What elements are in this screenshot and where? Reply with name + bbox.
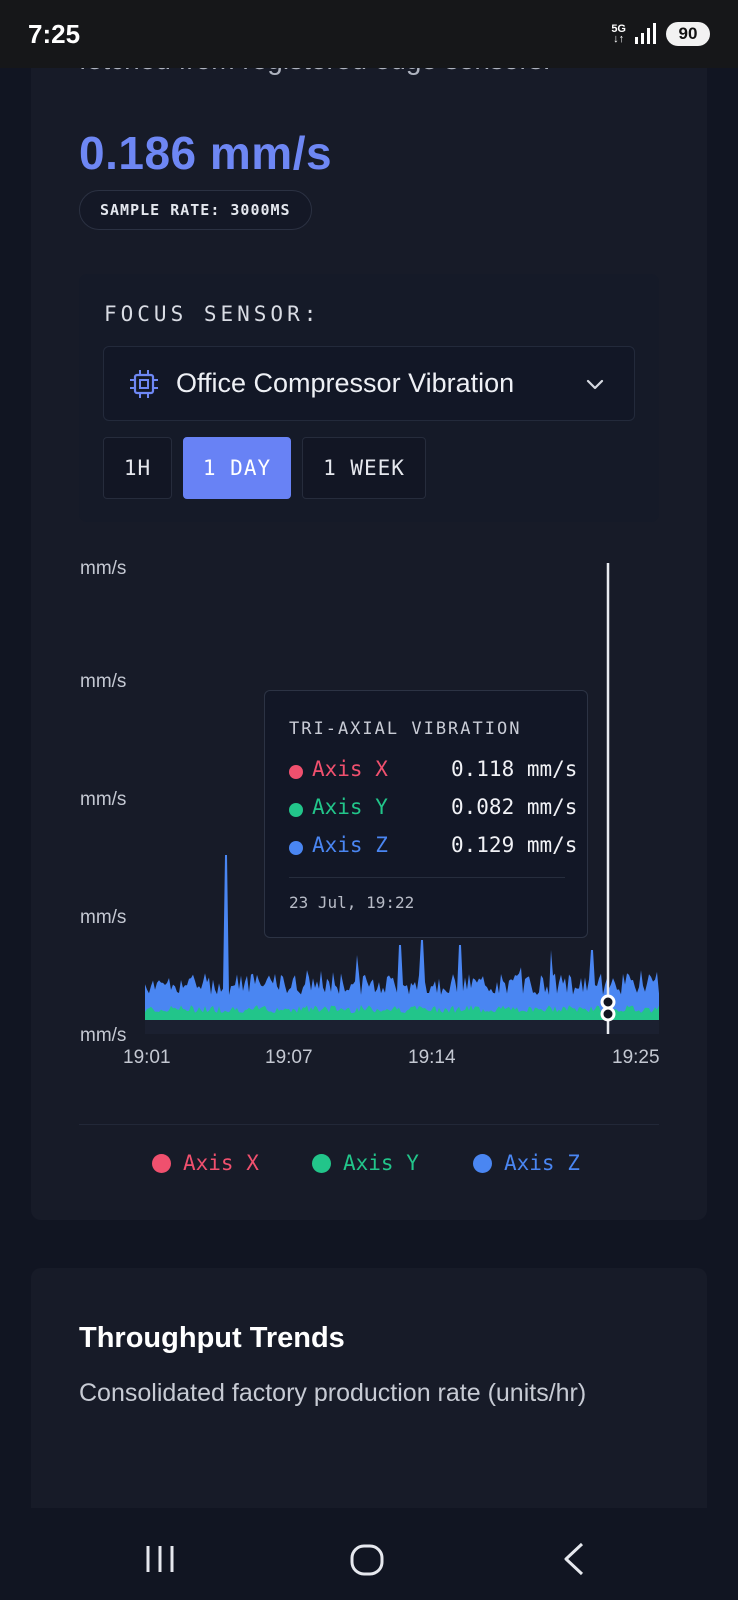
- x-tick-label: 19:01: [123, 1047, 171, 1068]
- y-tick-label: mm/s: [80, 671, 127, 692]
- system-nav-bar: [0, 1508, 738, 1600]
- recent-apps-icon[interactable]: [144, 1544, 176, 1574]
- home-icon[interactable]: [350, 1544, 384, 1576]
- legend-item-axis-z[interactable]: Axis Z: [473, 1148, 580, 1178]
- range-1day-button[interactable]: 1 DAY: [183, 437, 291, 499]
- y-tick-label: mm/s: [80, 558, 127, 579]
- tooltip-row-axis-y: Axis Y 0.082 mm/s: [289, 795, 579, 825]
- tooltip-row-axis-z: Axis Z 0.129 mm/s: [289, 833, 579, 863]
- battery-icon: 90: [666, 22, 710, 46]
- axis-z-dot-icon: [289, 841, 303, 855]
- throughput-title: Throughput Trends: [79, 1322, 345, 1354]
- x-tick-label: 19:14: [408, 1047, 456, 1068]
- network-type-icon: 5G ↓↑: [611, 23, 626, 45]
- throughput-subtitle: Consolidated factory production rate (un…: [79, 1379, 587, 1407]
- sensor-select[interactable]: Office Compressor Vibration: [103, 346, 635, 421]
- range-1h-button[interactable]: 1H: [103, 437, 172, 499]
- legend-item-axis-x[interactable]: Axis X: [152, 1148, 259, 1178]
- status-icons: 5G ↓↑ 90: [611, 22, 710, 46]
- focus-sensor-label: FOCUS SENSOR:: [104, 302, 321, 326]
- legend-item-axis-y[interactable]: Axis Y: [312, 1148, 419, 1178]
- axis-x-dot-icon: [289, 765, 303, 779]
- chip-icon: [130, 369, 158, 398]
- sample-rate-badge: SAMPLE RATE: 3000MS: [79, 190, 312, 230]
- axis-y-dot-icon: [289, 803, 303, 817]
- chart-baseline-band: [145, 1020, 659, 1034]
- chevron-down-icon: [586, 379, 604, 389]
- y-tick-label: mm/s: [80, 789, 127, 810]
- tooltip-divider: [289, 877, 565, 878]
- back-icon[interactable]: [562, 1542, 586, 1576]
- current-vibration-value: 0.186 mm/s: [79, 127, 333, 179]
- series-axis-y-area: [145, 1005, 659, 1020]
- range-1week-button[interactable]: 1 WEEK: [302, 437, 426, 499]
- status-time: 7:25: [28, 18, 81, 49]
- tooltip-timestamp: 23 Jul, 19:22: [289, 893, 415, 912]
- y-tick-label: mm/s: [80, 907, 127, 928]
- tooltip-title: TRI-AXIAL VIBRATION: [289, 719, 522, 739]
- marker-axis-y: [600, 1006, 616, 1022]
- axis-z-dot-icon: [473, 1153, 492, 1173]
- marker-axis-z: [600, 994, 616, 1010]
- legend-divider: [79, 1124, 659, 1125]
- throughput-card: [31, 1268, 707, 1528]
- selected-sensor-name: Office Compressor Vibration: [176, 368, 515, 398]
- axis-x-dot-icon: [152, 1153, 171, 1173]
- tooltip-row-axis-x: Axis X 0.118 mm/s: [289, 757, 579, 787]
- status-bar: 7:25 5G ↓↑ 90: [0, 0, 738, 68]
- x-tick-label: 19:25: [612, 1047, 660, 1068]
- axis-y-dot-icon: [312, 1153, 331, 1173]
- signal-icon: [635, 23, 656, 44]
- x-tick-label: 19:07: [265, 1047, 313, 1068]
- chart-tooltip: TRI-AXIAL VIBRATION Axis X 0.118 mm/s Ax…: [264, 690, 588, 938]
- y-tick-label: mm/s: [80, 1025, 127, 1046]
